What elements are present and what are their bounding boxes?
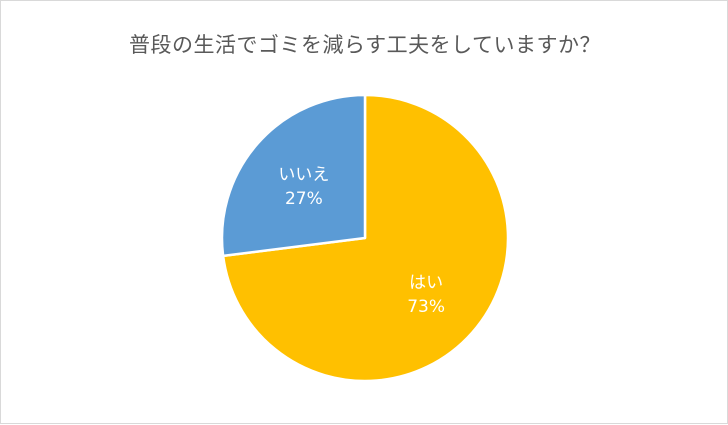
slice-category-label-0: はい	[409, 273, 443, 293]
slice-value-label-1: 27%	[285, 189, 323, 209]
chart-title: 普段の生活でゴミを減らす工夫をしていますか？	[129, 33, 601, 57]
slice-value-label-0: 73%	[407, 297, 445, 317]
slice-category-label-1: いいえ	[278, 165, 329, 185]
pie-slice-1	[220, 93, 367, 258]
